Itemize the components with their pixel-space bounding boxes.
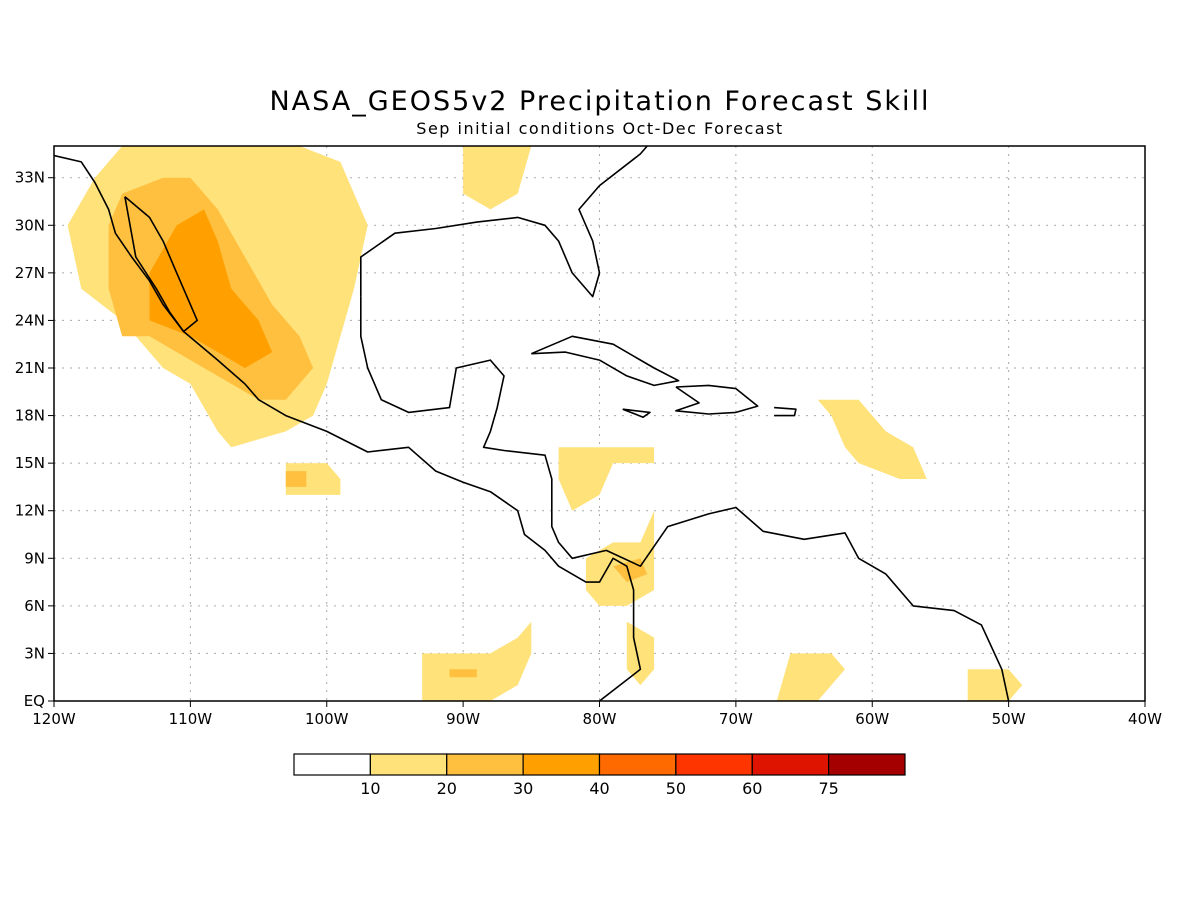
lon-axis: 120W 110W 100W 90W 80W 70W 60W 50W 40W <box>32 701 1162 728</box>
lon-tick-label: 70W <box>719 710 753 728</box>
colorbar-swatch <box>293 753 371 776</box>
lat-tick-label: 33N <box>15 169 45 187</box>
lat-tick-label: 3N <box>24 644 45 662</box>
skill-region-pacific-galapagos <box>449 669 477 678</box>
coastline-mexico-east <box>359 296 1010 701</box>
lat-tick-label: 18N <box>15 407 45 425</box>
coastlines <box>54 146 1010 701</box>
coastline-jamaica <box>622 408 651 419</box>
skill-region-colombia-panama <box>585 510 655 606</box>
lon-tick-label: 80W <box>583 710 617 728</box>
skill-region-lesser-antilles <box>817 399 927 479</box>
skill-shading <box>67 146 1023 701</box>
lat-tick-label: 30N <box>15 216 45 234</box>
lon-tick-label: 120W <box>32 710 76 728</box>
colorbar-swatch <box>446 753 524 776</box>
colorbar-label: 60 <box>742 779 762 798</box>
colorbar-label: 20 <box>437 779 457 798</box>
coastline-cuba <box>530 335 680 387</box>
coastline-north-america <box>54 154 642 701</box>
skill-region-colombia-panama <box>613 558 648 583</box>
coastline-hispaniola <box>675 384 759 415</box>
lat-tick-label: 9N <box>24 549 45 567</box>
skill-region-pacific-offshore <box>285 463 341 495</box>
lon-tick-label: 90W <box>446 710 480 728</box>
colorbar-swatch <box>675 753 753 776</box>
lon-tick-label: 110W <box>169 710 213 728</box>
lat-axis: EQ 3N 6N 9N 12N 15N 18N 21N 24N 27N 30N 33N <box>15 169 54 710</box>
colorbar-swatch <box>369 753 448 776</box>
skill-region-brazil-amapa <box>967 669 1023 701</box>
colorbar-label: 30 <box>513 779 533 798</box>
colorbar-label: 10 <box>360 779 380 798</box>
colorbar-label: 75 <box>818 779 838 798</box>
lat-tick-label: 15N <box>15 454 45 472</box>
lat-tick-label: 21N <box>15 359 45 377</box>
skill-region-mexico-nw <box>149 209 273 368</box>
colorbar-label: 50 <box>666 779 686 798</box>
lat-tick-label: 24N <box>15 311 45 329</box>
map-title: NASA_GEOS5v2 Precipitation Forecast Skil… <box>269 86 931 117</box>
skill-region-caribbean-central <box>558 447 655 511</box>
skill-region-guianas-south <box>776 653 845 701</box>
colorbar-swatch <box>598 753 677 776</box>
lon-tick-label: 50W <box>992 710 1026 728</box>
lat-tick-label: EQ <box>24 692 45 710</box>
coastline-baja-and-gulf <box>124 196 198 333</box>
skill-region-colombia-west <box>626 621 655 686</box>
skill-region-pacific-offshore <box>285 471 307 487</box>
lat-tick-label: 6N <box>24 597 45 615</box>
skill-region-us-southeast <box>463 146 532 210</box>
coastline-gulf-coast <box>359 146 648 298</box>
lat-tick-label: 12N <box>15 502 45 520</box>
map-subtitle: Sep initial conditions Oct-Dec Forecast <box>416 119 784 138</box>
colorbar-label: 40 <box>589 779 609 798</box>
lon-tick-label: 100W <box>305 710 349 728</box>
colorbar-swatch <box>522 753 601 776</box>
colorbar-swatch <box>751 753 830 776</box>
lon-tick-label: 40W <box>1128 710 1162 728</box>
coastline-puerto-rico <box>774 406 797 417</box>
lon-tick-label: 60W <box>855 710 889 728</box>
colorbar: 10 20 30 40 50 60 75 <box>293 753 906 798</box>
skill-region-pacific-galapagos <box>422 621 532 701</box>
colorbar-swatch <box>828 753 906 776</box>
lat-tick-label: 27N <box>15 264 45 282</box>
